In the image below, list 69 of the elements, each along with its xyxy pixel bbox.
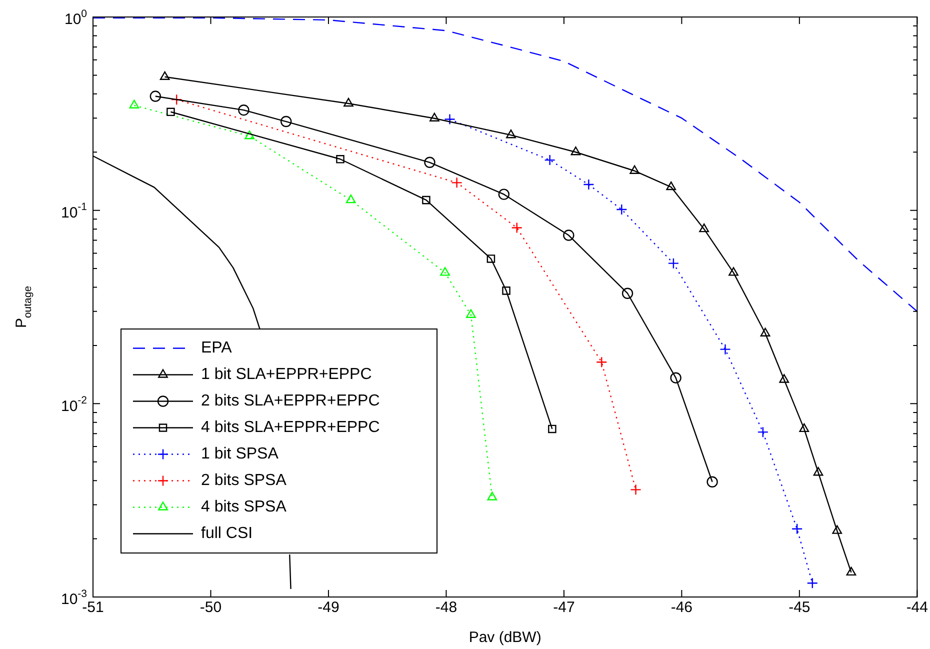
point bbox=[666, 181, 676, 190]
point bbox=[440, 267, 450, 276]
point bbox=[160, 71, 170, 80]
point bbox=[498, 188, 510, 200]
point bbox=[757, 426, 769, 438]
point bbox=[668, 258, 680, 269]
point bbox=[570, 146, 581, 156]
point bbox=[502, 286, 510, 295]
x-tick-label: -46 bbox=[670, 599, 693, 616]
point bbox=[596, 356, 608, 368]
point bbox=[511, 222, 522, 234]
point bbox=[166, 108, 175, 116]
point bbox=[129, 100, 140, 108]
x-tick-label: -51 bbox=[82, 599, 104, 616]
y-axis-title: Poutage bbox=[13, 286, 34, 328]
point bbox=[424, 156, 436, 168]
point bbox=[728, 267, 738, 276]
point bbox=[806, 578, 818, 589]
point bbox=[486, 254, 496, 263]
point bbox=[832, 525, 842, 534]
point bbox=[706, 476, 718, 488]
legend-label: 2 bits SLA+EPPR+EPPC bbox=[201, 392, 380, 410]
legend-label: 1 bit SLA+EPPR+EPPC bbox=[201, 366, 372, 384]
point bbox=[344, 98, 354, 107]
point bbox=[430, 112, 440, 122]
point bbox=[670, 372, 682, 384]
point bbox=[150, 90, 161, 102]
legend-label: full CSI bbox=[201, 525, 253, 542]
point bbox=[336, 155, 344, 164]
point bbox=[544, 154, 556, 166]
point bbox=[813, 467, 824, 476]
point bbox=[563, 230, 574, 241]
point bbox=[699, 223, 709, 232]
legend-label: 4 bits SLA+EPPR+EPPC bbox=[201, 419, 380, 436]
point bbox=[346, 194, 356, 204]
point bbox=[466, 309, 476, 318]
point bbox=[238, 104, 250, 116]
line-series bbox=[93, 17, 918, 312]
point bbox=[170, 94, 182, 106]
x-tick-label: -44 bbox=[906, 599, 928, 616]
x-axis-title: Pav (dBW) bbox=[468, 629, 542, 646]
point bbox=[487, 492, 498, 500]
x-tick-label: -47 bbox=[553, 599, 575, 616]
point bbox=[760, 328, 770, 336]
point bbox=[720, 344, 731, 355]
legend-label: 2 bits SPSA bbox=[201, 472, 287, 490]
point bbox=[583, 178, 594, 190]
point bbox=[630, 484, 642, 496]
legend-label: EPA bbox=[201, 340, 232, 357]
x-tick-label: -49 bbox=[318, 599, 340, 616]
point bbox=[846, 566, 856, 576]
point bbox=[506, 129, 516, 138]
x-tick-label: -45 bbox=[788, 599, 810, 616]
legend-label: 1 bit SPSA bbox=[201, 446, 279, 463]
point bbox=[779, 374, 790, 383]
point bbox=[280, 116, 292, 128]
x-tick-label: -50 bbox=[200, 599, 222, 616]
point bbox=[444, 114, 456, 125]
point bbox=[548, 424, 556, 434]
point bbox=[616, 204, 628, 216]
point bbox=[451, 177, 462, 188]
point bbox=[799, 423, 810, 432]
x-tick-label: -48 bbox=[435, 599, 458, 616]
legend-label: 4 bits SPSA bbox=[201, 498, 287, 516]
point bbox=[622, 288, 634, 299]
point bbox=[791, 523, 803, 535]
point bbox=[422, 196, 430, 204]
point bbox=[630, 165, 640, 174]
point bbox=[244, 130, 255, 140]
